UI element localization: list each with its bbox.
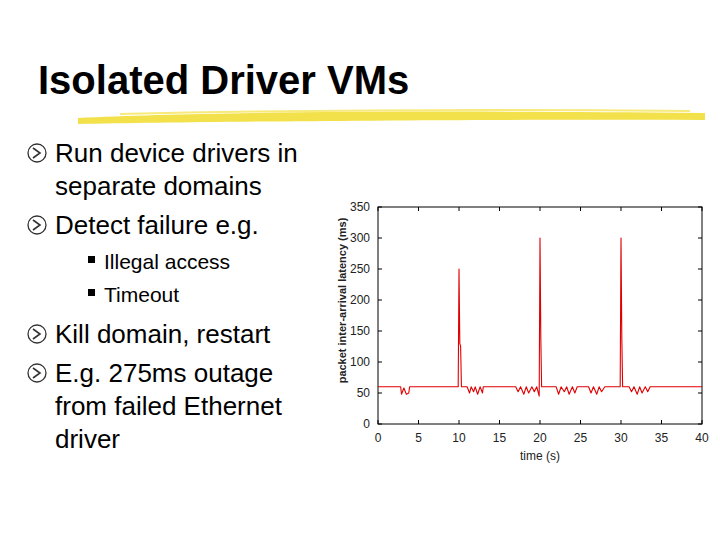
x-tick-top [418, 207, 419, 211]
x-tick-label: 35 [655, 431, 669, 445]
y-axis-label: packet inter-arrival latency (ms) [336, 217, 348, 383]
y-tick [378, 393, 382, 394]
bullet-text: driver [55, 424, 120, 454]
background [0, 0, 720, 540]
y-tick [378, 238, 382, 239]
x-tick-label: 40 [695, 431, 709, 445]
sub-bullet-text: Timeout [104, 283, 179, 306]
bullet-circle [28, 325, 46, 343]
x-tick [702, 420, 703, 424]
x-tick-label: 10 [452, 431, 466, 445]
y-tick [378, 207, 382, 208]
x-tick-top [499, 207, 500, 211]
bullet-circle [28, 144, 46, 162]
y-tick-label: 250 [350, 262, 370, 276]
chart: 0 5 10 15 20 25 30 35 40 0 50 100 150 200 250 300 350 tim… [336, 200, 709, 463]
sub-bullet-icon [88, 289, 95, 296]
bullet-chevron [33, 220, 40, 230]
y-tick-right [698, 207, 702, 208]
y-tick [378, 331, 382, 332]
x-tick-top [621, 207, 622, 211]
x-axis-label: time (s) [520, 449, 560, 463]
y-tick-label: 300 [350, 231, 370, 245]
y-tick-right [698, 300, 702, 301]
x-tick [540, 420, 541, 424]
x-tick-top [459, 207, 460, 211]
y-tick-label: 200 [350, 293, 370, 307]
plot-area [378, 238, 702, 396]
y-tick-label: 50 [357, 386, 371, 400]
y-tick-right [698, 238, 702, 239]
y-tick-right [698, 424, 702, 425]
bullet-icon [28, 325, 46, 343]
y-tick-right [698, 269, 702, 270]
x-tick-label: 20 [533, 431, 547, 445]
bullet-text: from failed Ethernet [55, 391, 283, 421]
x-tick [661, 420, 662, 424]
x-tick [621, 420, 622, 424]
slide-title: Isolated Driver VMs [38, 58, 409, 102]
bullet-circle [28, 216, 46, 234]
y-tick [378, 300, 382, 301]
x-tick [418, 420, 419, 424]
y-tick-label: 0 [363, 417, 370, 431]
sub-bullet-text: Illegal access [104, 250, 230, 273]
y-tick [378, 362, 382, 363]
bullet-circle [28, 364, 46, 382]
x-tick [580, 420, 581, 424]
y-tick-label: 150 [350, 324, 370, 338]
x-tick-top [580, 207, 581, 211]
bullet-text: E.g. 275ms outage [55, 358, 273, 388]
bullet-text: Run device drivers in [55, 138, 298, 168]
bullet-chevron [33, 368, 40, 378]
bullet-icon [28, 144, 46, 162]
x-tick-label: 0 [375, 431, 382, 445]
bullet-chevron [33, 148, 40, 158]
bullet-text: separate domains [55, 171, 262, 201]
slide: Isolated Driver VMs Run device drivers in… [0, 0, 720, 540]
x-tick [378, 420, 379, 424]
x-tick-top [702, 207, 703, 211]
x-tick-label: 5 [415, 431, 422, 445]
y-tick-right [698, 393, 702, 394]
y-tick-label: 350 [350, 200, 370, 214]
bullet-icon [28, 364, 46, 382]
x-tick-top [540, 207, 541, 211]
bullet-icon [28, 216, 46, 234]
y-tick [378, 269, 382, 270]
x-tick-label: 25 [574, 431, 588, 445]
x-tick [499, 420, 500, 424]
x-tick-label: 30 [614, 431, 628, 445]
title-underline-highlight [120, 110, 690, 114]
x-tick-label: 15 [493, 431, 507, 445]
y-tick-right [698, 331, 702, 332]
y-tick-right [698, 362, 702, 363]
y-tick-label: 100 [350, 355, 370, 369]
bullet-chevron [33, 329, 40, 339]
y-tick [378, 424, 382, 425]
plot-frame [378, 207, 702, 424]
x-tick-top [378, 207, 379, 211]
x-tick [459, 420, 460, 424]
bullet-text: Kill domain, restart [55, 319, 271, 349]
latency-line [378, 238, 702, 396]
x-tick-top [661, 207, 662, 211]
bullet-text: Detect failure e.g. [55, 210, 259, 240]
sub-bullet-icon [88, 256, 95, 263]
